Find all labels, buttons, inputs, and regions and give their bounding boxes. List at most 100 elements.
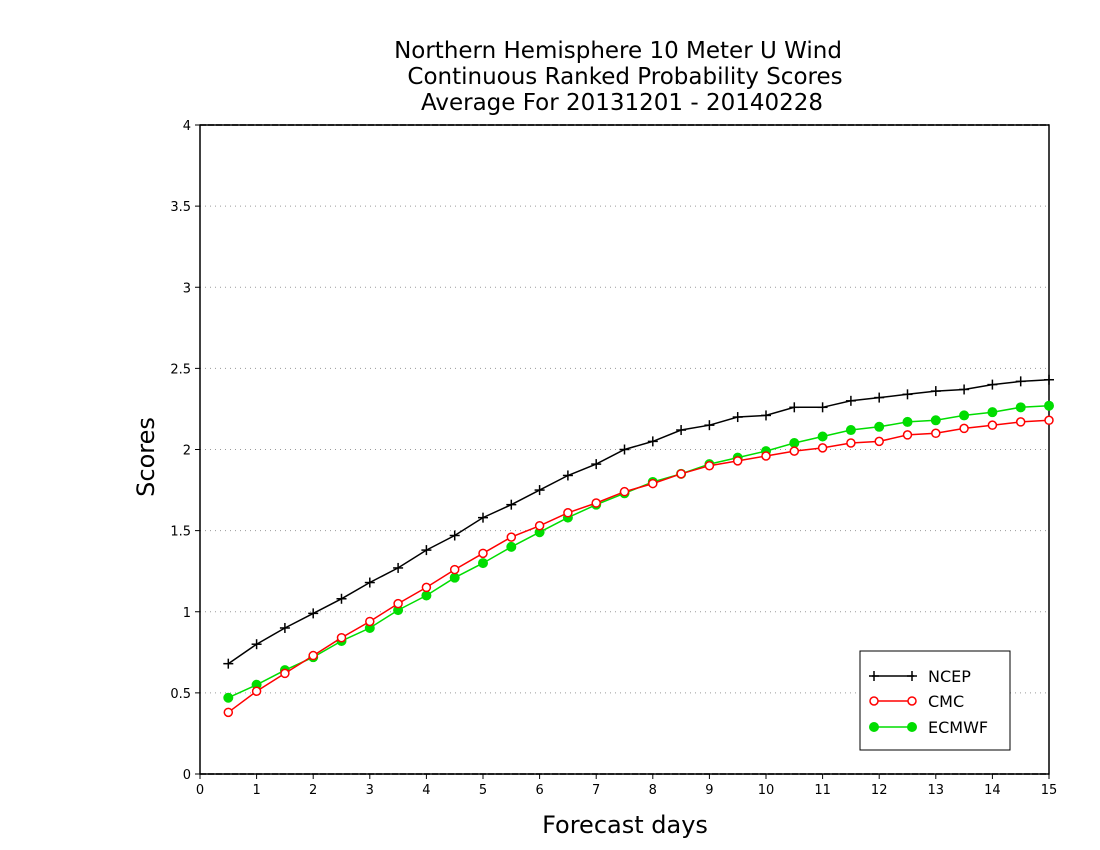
series-cmc xyxy=(223,415,1054,718)
point-ncep-29 xyxy=(1044,374,1054,385)
y-tick-label-4: 2 xyxy=(183,444,191,459)
x-tick-label-10: 10 xyxy=(758,783,775,798)
point-ecmwf-24 xyxy=(902,416,913,427)
point-cmc-3 xyxy=(308,650,318,661)
y-tick-label-0: 0 xyxy=(183,768,191,783)
legend-marker-end-cmc xyxy=(907,696,917,706)
axes xyxy=(195,124,1050,779)
series-layer xyxy=(223,374,1054,718)
x-tick-label-11: 11 xyxy=(814,783,831,798)
chart-title-line-2: Continuous Ranked Probability Scores xyxy=(407,64,842,90)
x-tick-label-8: 8 xyxy=(649,783,657,798)
point-ecmwf-0 xyxy=(223,692,234,703)
y-tick-label-6: 3 xyxy=(183,281,191,296)
point-cmc-0 xyxy=(223,707,234,718)
point-cmc-4 xyxy=(336,632,347,643)
x-tick-label-0: 0 xyxy=(196,783,204,798)
point-ncep-6 xyxy=(393,562,404,573)
chart-title-line-3: Average For 20131201 - 20140228 xyxy=(421,90,823,116)
x-tick-label-12: 12 xyxy=(871,783,888,798)
legend-label-ncep: NCEP xyxy=(928,667,971,686)
y-tick-label-5: 2.5 xyxy=(170,362,191,377)
point-ecmwf-20 xyxy=(789,438,800,449)
x-tick-label-7: 7 xyxy=(592,783,600,798)
point-ncep-20 xyxy=(789,402,800,413)
point-ncep-7 xyxy=(421,545,432,556)
point-ecmwf-23 xyxy=(874,421,885,432)
point-cmc-16 xyxy=(676,469,686,479)
point-ncep-13 xyxy=(591,459,602,470)
point-cmc-17 xyxy=(704,460,715,471)
point-cmc-1 xyxy=(251,686,262,697)
legend-label-ecmwf: ECMWF xyxy=(928,718,988,737)
point-ncep-26 xyxy=(959,384,970,395)
point-cmc-24 xyxy=(902,430,913,440)
point-cmc-5 xyxy=(365,616,375,627)
point-cmc-20 xyxy=(789,446,800,456)
legend-label-cmc: CMC xyxy=(928,692,964,711)
x-axis-title: Forecast days xyxy=(542,811,708,839)
x-tick-label-6: 6 xyxy=(535,783,543,798)
legend-item-ecmwf: ECMWF xyxy=(869,718,988,737)
point-ncep-12 xyxy=(562,470,573,481)
point-ecmwf-25 xyxy=(930,415,941,426)
point-ncep-17 xyxy=(704,420,715,431)
point-ncep-9 xyxy=(478,512,488,523)
point-cmc-18 xyxy=(732,456,743,466)
point-ncep-27 xyxy=(987,379,998,390)
point-cmc-22 xyxy=(846,438,856,448)
x-tick-label-15: 15 xyxy=(1041,783,1058,798)
point-ecmwf-7 xyxy=(421,590,432,601)
point-ecmwf-9 xyxy=(478,558,488,569)
point-ncep-4 xyxy=(336,593,347,604)
x-tick-label-1: 1 xyxy=(252,783,260,798)
point-ecmwf-8 xyxy=(449,572,460,583)
point-cmc-29 xyxy=(1044,415,1054,426)
legend-marker-start-ecmwf xyxy=(869,722,879,732)
point-cmc-8 xyxy=(449,564,460,575)
point-ncep-15 xyxy=(647,436,658,447)
point-cmc-11 xyxy=(534,521,545,531)
point-cmc-19 xyxy=(761,451,771,461)
point-ncep-18 xyxy=(732,412,743,423)
point-ncep-19 xyxy=(761,410,771,421)
point-ncep-8 xyxy=(449,530,460,541)
point-cmc-28 xyxy=(1015,417,1026,427)
legend-marker-end-ncep xyxy=(907,671,917,681)
x-tick-label-9: 9 xyxy=(705,783,713,798)
x-tick-label-13: 13 xyxy=(928,783,945,798)
point-ncep-24 xyxy=(902,389,913,400)
point-cmc-2 xyxy=(280,668,290,679)
y-axis-title: Scores xyxy=(132,417,160,497)
point-ncep-16 xyxy=(676,425,687,436)
point-cmc-13 xyxy=(591,498,601,508)
point-ecmwf-10 xyxy=(506,541,517,552)
point-ecmwf-28 xyxy=(1015,402,1026,413)
point-cmc-21 xyxy=(817,443,828,453)
x-tick-label-4: 4 xyxy=(422,783,430,798)
x-tick-label-2: 2 xyxy=(309,783,317,798)
point-cmc-23 xyxy=(874,436,884,447)
x-tick-label-14: 14 xyxy=(984,783,1001,798)
point-cmc-7 xyxy=(421,582,432,593)
legend-item-ncep: NCEP xyxy=(869,667,971,686)
point-cmc-14 xyxy=(619,486,630,497)
legend-marker-start-ncep xyxy=(869,671,879,681)
point-ecmwf-29 xyxy=(1044,400,1054,411)
point-ncep-28 xyxy=(1015,376,1026,387)
point-ecmwf-26 xyxy=(959,410,970,421)
x-tick-label-3: 3 xyxy=(366,783,374,798)
point-ncep-1 xyxy=(251,639,262,650)
point-cmc-10 xyxy=(506,532,517,542)
point-cmc-27 xyxy=(987,420,998,430)
point-ncep-21 xyxy=(817,402,828,413)
legend: NCEP CMC ECMWF xyxy=(859,650,1011,751)
y-tick-label-3: 1.5 xyxy=(170,525,191,540)
legend-marker-end-ecmwf xyxy=(907,722,917,732)
point-ncep-0 xyxy=(223,658,234,669)
chart-title-line-1: Northern Hemisphere 10 Meter U Wind xyxy=(394,38,842,64)
point-ncep-11 xyxy=(534,485,545,496)
legend-marker-start-cmc xyxy=(869,696,879,706)
y-tick-label-1: 0.5 xyxy=(170,687,191,702)
